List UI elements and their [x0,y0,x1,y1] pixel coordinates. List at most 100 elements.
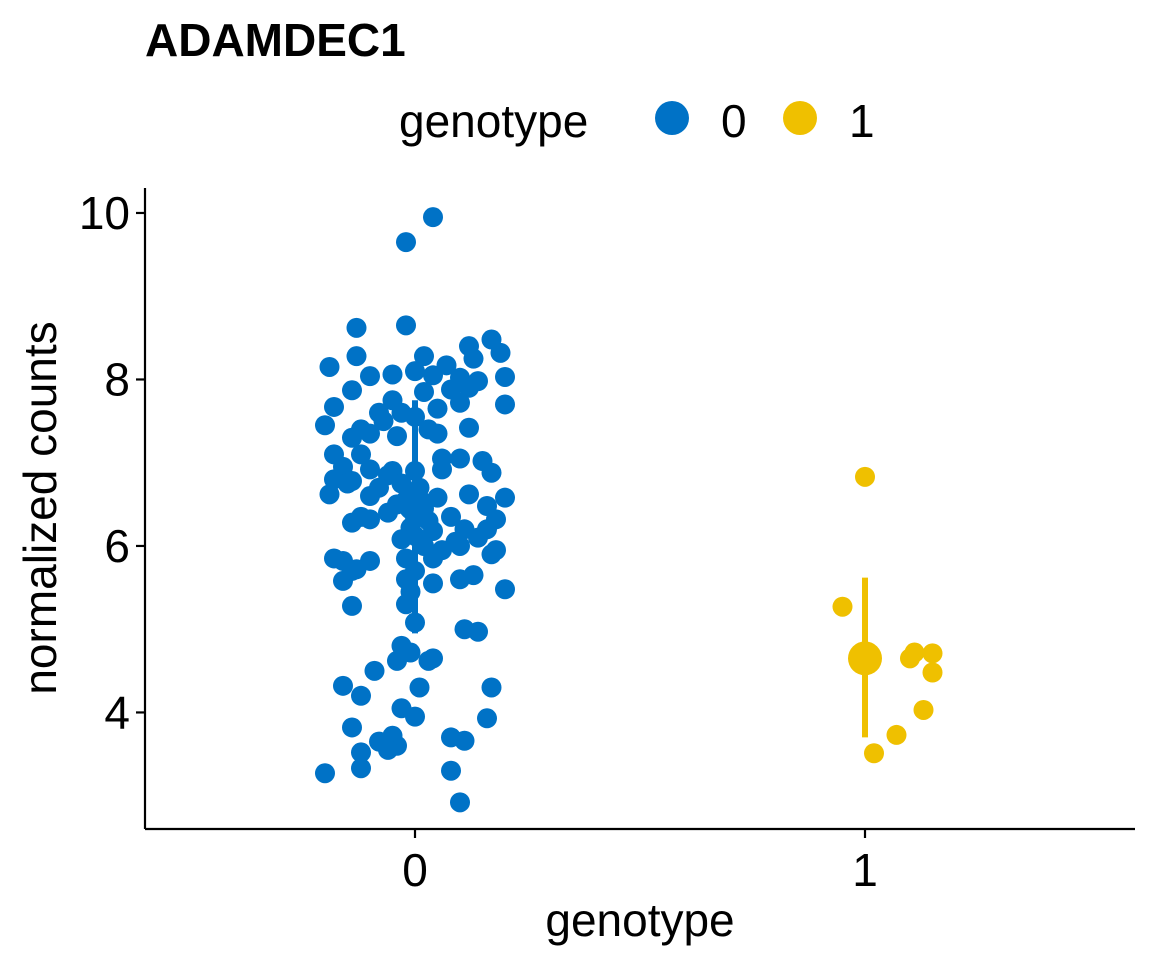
x-tick-label: 1 [852,844,878,896]
y-tick-label: 4 [104,686,130,738]
data-point-genotype-0 [351,685,371,706]
data-point-genotype-0 [360,366,380,387]
data-point-genotype-0 [387,426,407,447]
data-point-genotype-1 [855,466,875,487]
legend-key-0 [655,101,689,135]
legend-label-0: 0 [721,95,747,147]
data-point-genotype-0 [441,760,461,781]
data-point-genotype-0 [315,763,335,784]
data-point-genotype-0 [360,486,380,507]
data-point-genotype-0 [342,595,362,616]
legend-title: genotype [399,95,588,147]
data-point-genotype-0 [423,520,443,541]
data-point-genotype-0 [373,411,394,432]
data-point-genotype-0 [441,506,461,527]
y-tick-label: 6 [104,520,130,572]
data-point-genotype-0 [423,207,443,228]
data-point-genotype-0 [405,706,425,727]
data-point-genotype-0 [490,342,511,363]
data-point-genotype-1 [864,743,884,764]
data-point-genotype-0 [423,648,443,669]
data-point-genotype-1 [922,662,943,683]
data-point-genotype-0 [342,717,362,738]
y-ticks: 4 6 8 10 [79,187,145,738]
data-point-genotype-0 [360,459,380,480]
data-point-genotype-0 [409,677,430,698]
legend-label-1: 1 [849,95,875,147]
legend-key-1 [783,101,817,135]
data-point-genotype-1 [922,643,943,664]
data-point-genotype-0 [459,377,479,398]
data-point-genotype-0 [450,569,470,590]
data-point-genotype-0 [481,462,502,483]
data-point-genotype-0 [423,365,443,386]
data-point-genotype-0 [495,487,515,508]
data-point-genotype-0 [387,650,407,671]
data-point-genotype-0 [427,423,448,444]
data-point-genotype-0 [342,560,362,581]
data-point-genotype-0 [342,427,362,448]
data-point-genotype-0 [346,346,367,367]
data-point-genotype-0 [342,512,362,533]
data-point-genotype-0 [481,677,502,698]
data-point-genotype-0 [364,660,385,681]
data-point-genotype-0 [396,594,416,615]
data-point-genotype-0 [468,621,488,642]
data-point-genotype-0 [414,346,434,367]
data-point-genotype-0 [405,361,425,382]
data-point-genotype-0 [382,364,403,385]
data-point-genotype-0 [346,317,367,338]
y-tick-label: 8 [104,353,130,405]
data-point-genotype-0 [351,758,371,779]
data-point-genotype-0 [427,398,448,419]
data-point-genotype-0 [423,548,443,569]
data-point-genotype-0 [486,540,506,561]
data-point-genotype-0 [360,509,380,530]
data-point-genotype-0 [315,415,335,436]
data-point-genotype-0 [450,392,470,413]
median-summaries [398,400,882,738]
data-point-genotype-0 [351,444,371,465]
median-point-genotype-0 [398,487,432,522]
data-point-genotype-0 [432,459,452,480]
data-point-genotype-0 [495,394,515,415]
data-point-genotype-0 [450,792,470,813]
x-tick-label: 0 [402,844,428,896]
data-point-genotype-0 [450,535,470,556]
data-point-genotype-0 [459,484,479,505]
data-point-genotype-0 [378,739,398,760]
data-point-genotype-0 [450,448,470,469]
y-axis-title: normalized counts [14,321,66,694]
data-point-genotype-0 [468,527,488,548]
data-point-genotype-0 [427,487,448,508]
data-point-genotype-0 [333,675,353,696]
data-point-genotype-0 [423,573,443,594]
data-point-genotype-0 [414,381,434,402]
data-point-genotype-0 [463,348,484,369]
chart-title: ADAMDEC1 [145,14,406,66]
data-point-genotype-0 [454,730,475,751]
data-point-genotype-0 [337,473,358,494]
data-point-genotype-0 [459,417,479,438]
data-point-genotype-1 [900,648,920,669]
y-tick-label: 10 [79,187,130,239]
data-point-genotype-0 [495,366,515,387]
data-point-genotype-0 [319,484,340,505]
x-axis-title: genotype [545,894,734,946]
data-point-genotype-1 [913,699,934,720]
data-point-genotype-0 [360,423,380,444]
data-point-genotype-0 [378,502,398,523]
data-point-genotype-0 [477,708,497,729]
median-point-genotype-1 [848,641,882,676]
data-point-genotype-0 [351,742,371,763]
data-point-genotype-0 [319,356,340,377]
data-point-genotype-0 [342,380,362,401]
data-point-genotype-0 [495,579,515,600]
data-point-genotype-0 [396,315,416,336]
data-point-genotype-0 [391,473,412,494]
